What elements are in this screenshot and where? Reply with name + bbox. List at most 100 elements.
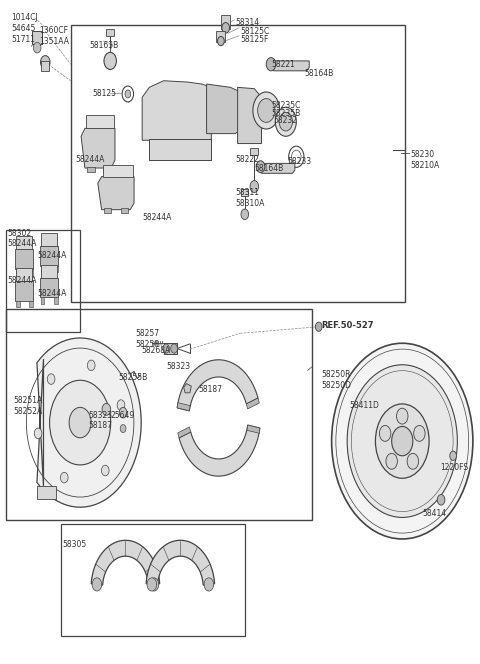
Text: 58244A: 58244A xyxy=(142,213,171,222)
Circle shape xyxy=(407,454,419,469)
Polygon shape xyxy=(184,384,192,393)
Text: 58244A: 58244A xyxy=(8,276,37,286)
Text: 58125F: 58125F xyxy=(240,35,268,44)
Polygon shape xyxy=(33,31,42,44)
Polygon shape xyxy=(149,139,211,160)
Circle shape xyxy=(437,495,445,505)
Polygon shape xyxy=(54,297,58,304)
Text: 58233: 58233 xyxy=(288,157,312,167)
Text: 58125C: 58125C xyxy=(240,27,269,35)
Text: 58251A
58252A: 58251A 58252A xyxy=(13,396,43,416)
Polygon shape xyxy=(81,128,115,168)
Polygon shape xyxy=(40,297,44,304)
Text: 25649: 25649 xyxy=(110,411,134,420)
Polygon shape xyxy=(91,540,160,585)
Circle shape xyxy=(48,374,55,384)
Circle shape xyxy=(288,146,304,167)
Text: 58125: 58125 xyxy=(92,89,116,98)
Circle shape xyxy=(87,360,95,371)
Polygon shape xyxy=(40,278,58,297)
Polygon shape xyxy=(87,167,95,172)
Text: 58163B: 58163B xyxy=(90,41,119,50)
Polygon shape xyxy=(86,115,114,128)
Polygon shape xyxy=(107,29,114,36)
Bar xyxy=(61,524,245,636)
Circle shape xyxy=(291,150,301,163)
Polygon shape xyxy=(221,15,230,29)
Circle shape xyxy=(119,408,127,418)
Bar xyxy=(71,25,405,302)
Polygon shape xyxy=(178,427,191,438)
Text: 58187: 58187 xyxy=(89,421,113,430)
Circle shape xyxy=(101,465,109,476)
Text: 58250R
58250D: 58250R 58250D xyxy=(321,370,351,390)
Polygon shape xyxy=(15,281,34,301)
Circle shape xyxy=(315,322,322,331)
Polygon shape xyxy=(164,343,177,354)
Polygon shape xyxy=(177,402,190,411)
Polygon shape xyxy=(177,360,258,411)
Text: 58235C: 58235C xyxy=(271,100,300,110)
Text: 1360CF
1351AA: 1360CF 1351AA xyxy=(39,26,70,46)
Circle shape xyxy=(379,426,391,442)
Circle shape xyxy=(49,380,111,465)
Text: 58244A: 58244A xyxy=(8,240,37,248)
Polygon shape xyxy=(37,486,56,499)
Text: 58222: 58222 xyxy=(235,155,259,164)
Polygon shape xyxy=(238,88,262,143)
Circle shape xyxy=(40,56,50,69)
Circle shape xyxy=(60,472,68,483)
Text: 58244A: 58244A xyxy=(37,251,67,260)
Circle shape xyxy=(279,112,292,131)
Polygon shape xyxy=(29,301,33,307)
Circle shape xyxy=(171,344,178,353)
Circle shape xyxy=(117,400,125,410)
Circle shape xyxy=(332,343,473,539)
Polygon shape xyxy=(142,81,211,140)
Text: 58305: 58305 xyxy=(62,540,87,548)
Circle shape xyxy=(92,578,102,591)
Polygon shape xyxy=(120,208,128,213)
Circle shape xyxy=(125,90,131,98)
Circle shape xyxy=(253,92,280,129)
Circle shape xyxy=(69,407,91,438)
Text: REF.50-527: REF.50-527 xyxy=(321,321,373,331)
Circle shape xyxy=(396,408,408,424)
Text: 58244A: 58244A xyxy=(75,155,105,164)
Text: 58164B: 58164B xyxy=(254,164,284,173)
Polygon shape xyxy=(16,301,20,307)
Circle shape xyxy=(149,578,159,591)
Polygon shape xyxy=(15,250,34,269)
Circle shape xyxy=(375,404,429,478)
Circle shape xyxy=(222,23,229,33)
Polygon shape xyxy=(16,236,33,250)
Polygon shape xyxy=(37,338,141,507)
Circle shape xyxy=(102,404,111,415)
Text: 58414: 58414 xyxy=(423,509,447,517)
Text: 58323: 58323 xyxy=(89,411,113,420)
Polygon shape xyxy=(251,148,258,155)
Text: 58257
58258: 58257 58258 xyxy=(135,329,159,349)
Circle shape xyxy=(256,161,265,173)
Text: 58314: 58314 xyxy=(235,18,259,27)
Circle shape xyxy=(122,86,133,102)
Circle shape xyxy=(204,578,214,591)
Circle shape xyxy=(163,344,169,353)
Text: 58268A: 58268A xyxy=(141,346,170,355)
Circle shape xyxy=(34,42,41,53)
Polygon shape xyxy=(40,246,58,266)
Text: 58302: 58302 xyxy=(7,229,31,238)
Circle shape xyxy=(147,578,156,591)
Circle shape xyxy=(258,98,275,122)
Polygon shape xyxy=(54,266,58,272)
Polygon shape xyxy=(98,177,134,210)
Bar xyxy=(6,230,80,332)
Circle shape xyxy=(386,454,397,469)
Text: 58235B: 58235B xyxy=(271,108,300,118)
Text: 58323: 58323 xyxy=(166,362,190,371)
Polygon shape xyxy=(103,167,110,172)
Text: 1014CJ
54645
51711: 1014CJ 54645 51711 xyxy=(11,13,38,44)
Text: 58164B: 58164B xyxy=(304,69,334,78)
Polygon shape xyxy=(259,163,295,173)
Polygon shape xyxy=(146,540,215,585)
